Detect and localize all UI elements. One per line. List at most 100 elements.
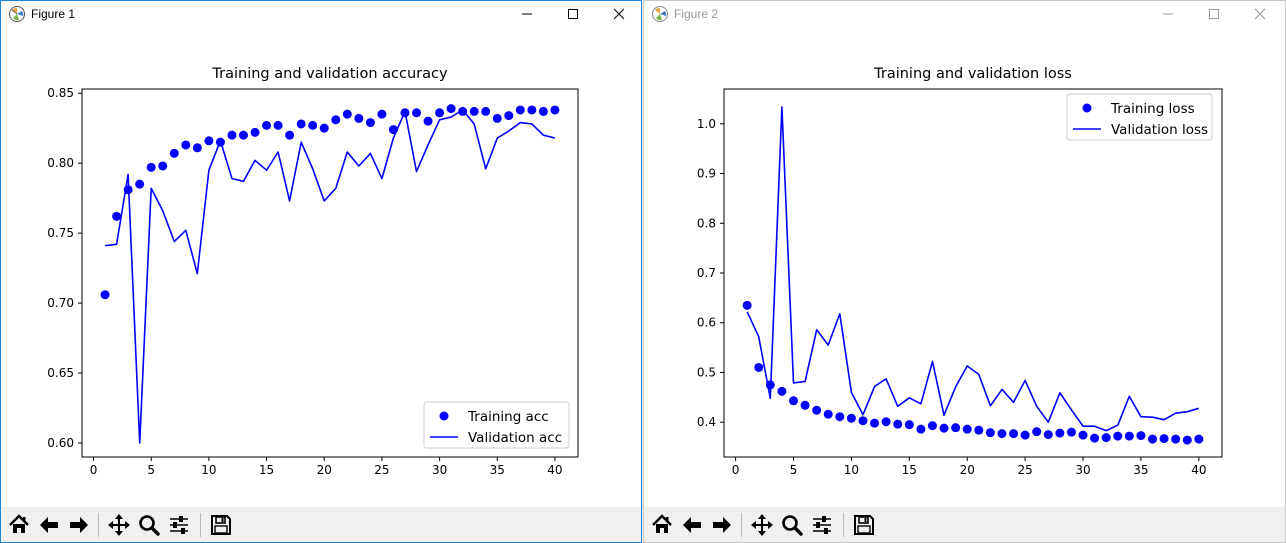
- y-tick-label: 0.60: [47, 436, 74, 450]
- legend-label: Validation acc: [468, 430, 562, 446]
- maximize-button[interactable]: [1191, 1, 1237, 27]
- data-point: [100, 290, 110, 300]
- y-tick-label: 0.5: [697, 365, 716, 379]
- save-button[interactable]: [851, 512, 877, 538]
- toolbar-separator: [98, 513, 99, 537]
- x-tick-label: 25: [374, 463, 389, 477]
- x-tick: 25: [1017, 457, 1033, 477]
- configure-subplots-button[interactable]: [809, 512, 835, 538]
- data-point: [985, 428, 995, 438]
- y-tick: 0.60: [47, 436, 82, 450]
- loss-chart: Training and validation loss 0 5 10 15 20 25 30…: [697, 66, 1223, 477]
- x-tick-label: 0: [90, 463, 98, 477]
- back-button[interactable]: [679, 512, 705, 538]
- data-point: [916, 424, 926, 434]
- close-button[interactable]: [596, 1, 641, 27]
- chart-title: Training and validation accuracy: [211, 66, 448, 82]
- data-point: [823, 409, 833, 419]
- home-button[interactable]: [649, 512, 675, 538]
- data-point: [423, 116, 433, 126]
- data-point: [1020, 430, 1030, 440]
- data-point: [146, 162, 156, 172]
- data-point: [927, 421, 937, 431]
- data-point: [435, 108, 445, 118]
- data-point: [354, 113, 364, 123]
- forward-arrow-icon: [70, 517, 88, 533]
- window-title: Figure 2: [674, 7, 719, 21]
- y-tick: 0.5: [697, 365, 724, 379]
- pan-button[interactable]: [106, 512, 132, 538]
- x-tick-label: 20: [960, 463, 975, 477]
- legend-box: [423, 401, 570, 449]
- zoom-button[interactable]: [136, 512, 162, 538]
- y-tick: 0.70: [47, 296, 82, 310]
- data-point: [812, 405, 822, 415]
- data-point: [1090, 433, 1100, 443]
- data-point: [504, 111, 514, 121]
- data-point: [1009, 429, 1019, 439]
- back-arrow-icon: [40, 517, 58, 533]
- axes-frame: [81, 88, 579, 458]
- data-point: [1078, 430, 1088, 440]
- title-bar[interactable]: Figure 2: [644, 1, 1285, 27]
- close-icon: [613, 8, 625, 20]
- y-tick: 0.4: [697, 415, 724, 429]
- y-tick-label: 0.75: [47, 226, 74, 240]
- minimize-button[interactable]: [504, 1, 550, 27]
- maximize-button[interactable]: [550, 1, 596, 27]
- navigation-toolbar: [644, 507, 1285, 542]
- toolbar-separator: [200, 513, 201, 537]
- data-point: [227, 130, 237, 140]
- back-button[interactable]: [36, 512, 62, 538]
- configure-subplots-button[interactable]: [166, 512, 192, 538]
- data-point: [904, 420, 914, 430]
- y-tick-label: 0.85: [47, 86, 74, 100]
- forward-button[interactable]: [709, 512, 735, 538]
- zoom-button[interactable]: [779, 512, 805, 538]
- y-tick-label: 0.80: [47, 156, 74, 170]
- x-tick: 0: [732, 457, 739, 477]
- y-tick-label: 0.7: [697, 266, 716, 280]
- y-tick: 0.75: [47, 226, 82, 240]
- data-point: [515, 105, 525, 115]
- data-point: [1032, 427, 1042, 437]
- y-tick: 0.65: [47, 366, 82, 380]
- minimize-icon: [522, 13, 532, 15]
- data-point: [192, 143, 202, 153]
- pan-icon: [751, 514, 773, 536]
- x-tick-label: 5: [790, 463, 798, 477]
- data-point: [412, 108, 422, 118]
- data-point: [273, 120, 283, 130]
- data-point: [1171, 434, 1181, 444]
- home-button[interactable]: [6, 512, 32, 538]
- configure-subplots-icon: [170, 516, 188, 534]
- data-point: [1113, 431, 1123, 441]
- pan-button[interactable]: [749, 512, 775, 538]
- x-tick-label: 10: [201, 463, 216, 477]
- forward-button[interactable]: [66, 512, 92, 538]
- data-point: [238, 130, 248, 140]
- legend-box: [1066, 93, 1213, 141]
- title-bar[interactable]: Figure 1: [1, 1, 641, 27]
- data-point: [893, 419, 903, 429]
- y-tick: 0.9: [697, 167, 724, 181]
- x-tick-label: 30: [432, 463, 447, 477]
- data-point: [331, 115, 341, 125]
- data-point: [754, 362, 764, 372]
- data-point: [169, 148, 179, 158]
- data-point: [262, 120, 272, 130]
- legend-label: Training loss: [1110, 101, 1195, 117]
- figure-2-window: Figure 2 Training and validation loss 0 5 1…: [643, 0, 1286, 543]
- toolbar-separator: [741, 513, 742, 537]
- close-button[interactable]: [1237, 1, 1283, 27]
- home-icon: [9, 514, 29, 533]
- data-point: [319, 123, 329, 133]
- save-button[interactable]: [208, 512, 234, 538]
- minimize-button[interactable]: [1145, 1, 1191, 27]
- x-tick-label: 40: [547, 463, 562, 477]
- data-point: [250, 127, 260, 137]
- x-tick: 20: [317, 457, 332, 477]
- data-point: [997, 429, 1007, 439]
- y-tick-label: 0.65: [47, 366, 74, 380]
- x-tick: 30: [1075, 457, 1091, 477]
